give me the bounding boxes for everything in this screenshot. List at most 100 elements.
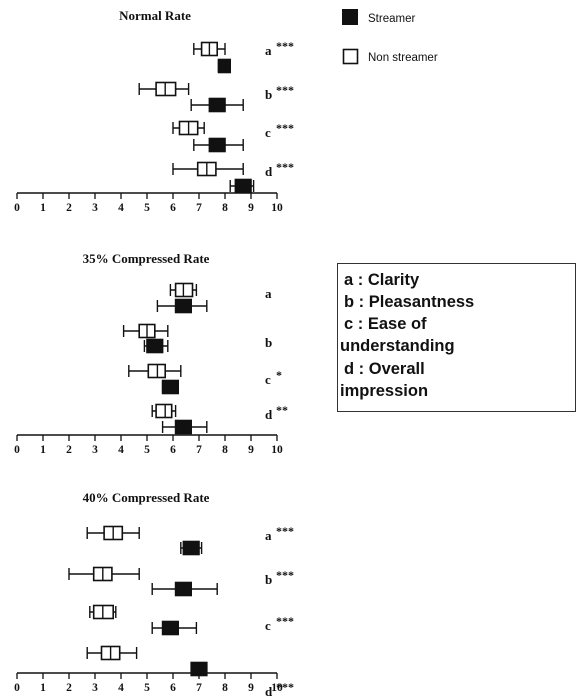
significance-marker: *** <box>276 680 294 694</box>
box-streamer-c <box>151 620 198 636</box>
box-streamer-c <box>193 137 244 153</box>
box-non-streamer-a <box>169 282 198 298</box>
significance-marker: *** <box>276 121 294 135</box>
box-streamer-b <box>143 338 169 354</box>
key-box: a : Clarity b : Pleasantness c : Ease of… <box>337 263 576 412</box>
significance-marker: *** <box>276 160 294 174</box>
condition-label: c <box>265 372 271 387</box>
box-streamer-a <box>180 540 203 556</box>
x-tick-label: 3 <box>92 202 98 214</box>
box-non-streamer-b <box>122 323 169 339</box>
condition-label: b <box>265 87 272 102</box>
significance-marker: *** <box>276 568 294 582</box>
legend-non-streamer-label: Non streamer <box>368 52 438 64</box>
legend-non-streamer-swatch <box>342 48 359 65</box>
condition-label: a <box>265 528 272 543</box>
box-non-streamer-d <box>86 645 138 661</box>
panel-title: 40% Compressed Rate <box>83 490 210 505</box>
x-tick-label: 1 <box>40 682 46 694</box>
box-streamer-b <box>151 581 218 597</box>
x-tick-label: 0 <box>14 682 20 694</box>
x-tick-label: 5 <box>144 444 150 456</box>
key-line-b: b : Pleasantness <box>344 293 474 311</box>
x-tick-label: 8 <box>222 682 228 694</box>
legend-streamer-label: Streamer <box>368 13 415 25</box>
x-tick-label: 7 <box>196 202 202 214</box>
x-tick-label: 2 <box>66 444 72 456</box>
x-tick-label: 8 <box>222 202 228 214</box>
significance-marker: ** <box>276 403 288 417</box>
box-streamer-a <box>217 58 231 74</box>
box-streamer-c <box>161 379 180 395</box>
box-non-streamer-a <box>193 41 226 57</box>
significance-marker: *** <box>276 39 294 53</box>
x-tick-label: 9 <box>248 444 254 456</box>
condition-label: d <box>265 684 273 698</box>
box-non-streamer-b <box>68 566 140 582</box>
significance-marker: *** <box>276 614 294 628</box>
box-non-streamer-b <box>138 81 190 97</box>
box-non-streamer-d <box>151 403 177 419</box>
box-non-streamer-c <box>89 604 117 620</box>
condition-label: b <box>265 572 272 587</box>
key-box-border <box>337 263 576 412</box>
condition-label: c <box>265 125 271 140</box>
condition-label: d <box>265 164 273 179</box>
condition-label: a <box>265 43 272 58</box>
legend-streamer-swatch <box>342 9 358 25</box>
x-tick-label: 7 <box>196 444 202 456</box>
x-tick-label: 5 <box>144 682 150 694</box>
x-tick-label: 4 <box>118 444 124 456</box>
box-non-streamer-a <box>86 525 140 541</box>
x-tick-label: 10 <box>271 202 283 214</box>
box-streamer-a <box>156 298 208 314</box>
x-tick-label: 6 <box>170 444 176 456</box>
box-body <box>155 403 173 419</box>
key-line-d: d : Overall <box>344 360 425 378</box>
significance-marker: * <box>276 368 282 382</box>
box-streamer-d <box>229 178 255 194</box>
x-tick-label: 5 <box>144 202 150 214</box>
x-tick-label: 1 <box>40 444 46 456</box>
x-tick-label: 0 <box>14 202 20 214</box>
condition-label: c <box>265 618 271 633</box>
x-tick-label: 10 <box>271 682 283 694</box>
panel-title: Normal Rate <box>119 8 191 23</box>
x-tick-label: 8 <box>222 444 228 456</box>
box-streamer-b <box>190 97 244 113</box>
condition-label: b <box>265 335 272 350</box>
x-tick-label: 10 <box>271 444 283 456</box>
x-tick-label: 3 <box>92 444 98 456</box>
box-streamer-d <box>161 419 208 435</box>
box-non-streamer-d <box>172 161 244 177</box>
legend: Streamer Non streamer <box>342 9 438 65</box>
x-tick-label: 3 <box>92 682 98 694</box>
box-non-streamer-c <box>172 120 205 136</box>
significance-marker: *** <box>276 524 294 538</box>
x-tick-label: 7 <box>196 682 202 694</box>
panel-title: 35% Compressed Rate <box>83 251 210 266</box>
condition-label: d <box>265 407 273 422</box>
x-tick-label: 0 <box>14 444 20 456</box>
panel-2: 35% Compressed Rate 0 1 2 3 4 5 6 7 8 9 10 a b c * d ** <box>14 251 288 456</box>
key-line-c: c : Ease of <box>344 315 427 333</box>
key-line-a: a : Clarity <box>344 271 420 289</box>
key-line-c-cont: understanding <box>340 337 455 355</box>
x-tick-label: 9 <box>248 202 254 214</box>
significance-marker: *** <box>276 83 294 97</box>
x-tick-label: 6 <box>170 682 176 694</box>
panel-3: 40% Compressed Rate 0 1 2 3 4 5 6 7 8 9 10 a *** b *** c… <box>14 490 294 698</box>
condition-label: a <box>265 286 272 301</box>
box-streamer-d <box>190 661 208 677</box>
x-tick-label: 9 <box>248 682 254 694</box>
x-tick-label: 2 <box>66 202 72 214</box>
x-tick-label: 4 <box>118 682 124 694</box>
box-non-streamer-c <box>128 363 182 379</box>
x-tick-label: 6 <box>170 202 176 214</box>
key-line-d-cont: impression <box>340 382 428 400</box>
x-tick-label: 1 <box>40 202 46 214</box>
x-tick-label: 2 <box>66 682 72 694</box>
x-tick-label: 4 <box>118 202 124 214</box>
